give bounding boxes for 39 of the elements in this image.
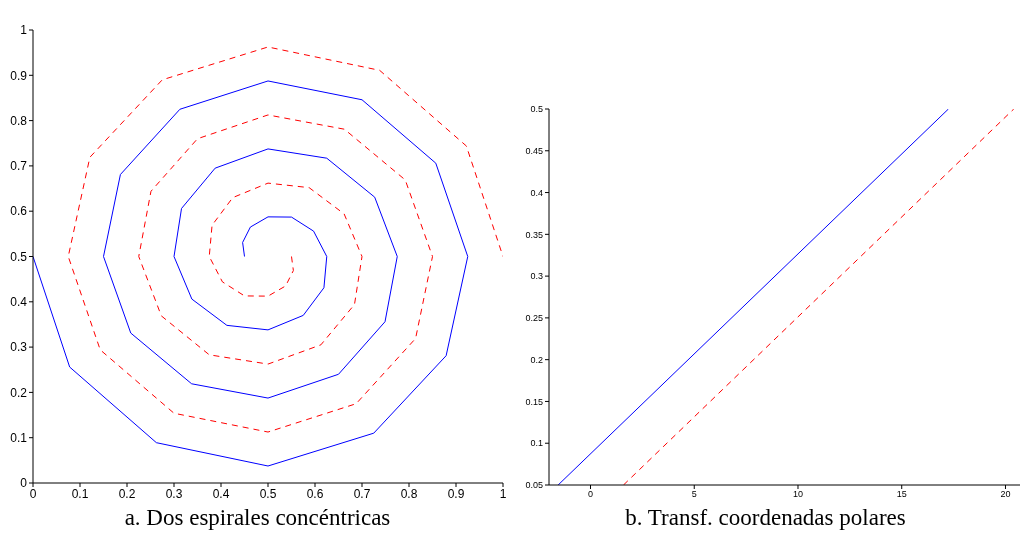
y-tick-label: 1 <box>20 23 28 38</box>
y-tick-label: 0.1 <box>530 438 543 449</box>
y-tick-label: 0.8 <box>10 113 28 128</box>
x-tick-label: 0 <box>587 489 594 500</box>
y-tick-label: 0.25 <box>525 313 543 324</box>
y-tick-label: 0.3 <box>10 340 28 355</box>
y-tick-label: 0.4 <box>530 187 543 198</box>
x-tick-label: 0.5 <box>259 486 277 501</box>
y-tick-label: 0.35 <box>525 229 543 240</box>
x-tick-label: 0.3 <box>165 486 183 501</box>
x-tick-label: 1 <box>499 486 507 501</box>
text: a. Dos espirales concéntricas <box>123 505 392 531</box>
y-tick-label: 0.5 <box>530 104 543 115</box>
x-tick-label: 0.1 <box>71 486 89 501</box>
x-tick-label: 0.2 <box>118 486 136 501</box>
y-tick-label: 0.5 <box>10 249 28 264</box>
x-tick-label: 0.6 <box>306 486 324 501</box>
y-tick-label: 0.15 <box>525 396 543 407</box>
y-tick-label: 0.6 <box>10 204 28 219</box>
y-tick-label: 0.2 <box>530 354 543 365</box>
y-tick-label: 0.3 <box>530 271 543 282</box>
y-tick-label: 0.2 <box>10 385 28 400</box>
y-tick-label: 0.9 <box>10 68 28 83</box>
x-tick-label: 0.4 <box>212 486 230 501</box>
text: b. Transf. coordenadas polares <box>624 505 907 531</box>
y-tick-label: 0.1 <box>10 430 28 445</box>
y-tick-label: 0.7 <box>10 159 28 174</box>
x-tick-label: 20 <box>1000 489 1011 500</box>
y-tick-label: 0.4 <box>10 295 28 310</box>
line-series <box>67 46 503 433</box>
x-tick-label: 0.8 <box>400 486 418 501</box>
x-tick-label: 0.9 <box>447 486 465 501</box>
y-tick-label: 0.45 <box>525 145 543 156</box>
y-tick-label: 0.05 <box>525 480 543 491</box>
x-tick-label: 0.7 <box>353 486 371 501</box>
line-series <box>33 80 469 467</box>
x-tick-label: 5 <box>691 489 697 500</box>
x-tick-label: 15 <box>896 489 907 500</box>
x-tick-label: 10 <box>792 489 803 500</box>
